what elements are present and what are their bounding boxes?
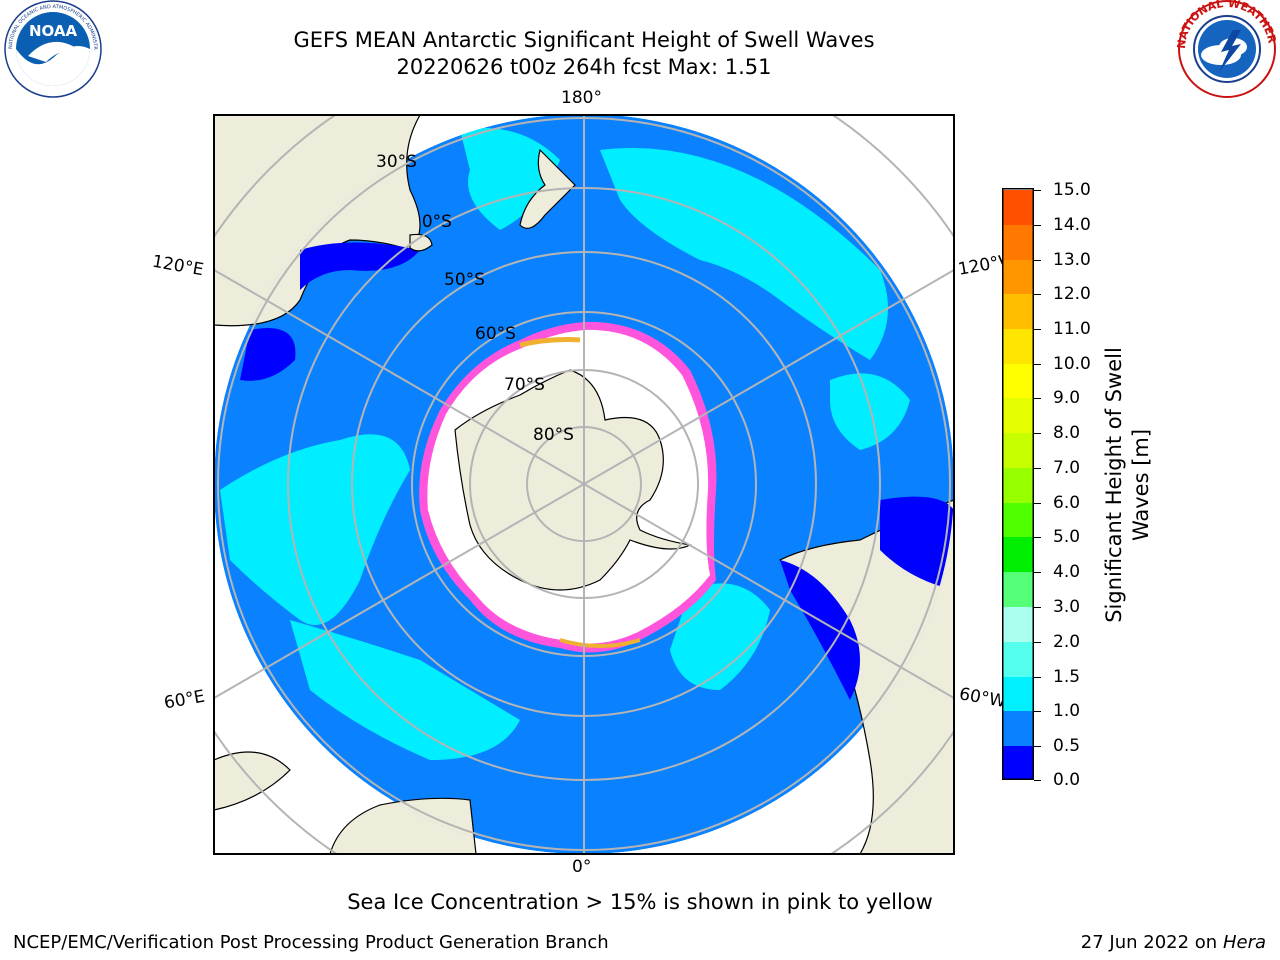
colorbar-tick [1034, 364, 1041, 365]
footer-credit: NCEP/EMC/Verification Post Processing Pr… [13, 932, 609, 953]
footer-host: Hera [1222, 932, 1266, 953]
colorbar-tick [1034, 746, 1041, 747]
colorbar-tick-label: 7.0 [1053, 458, 1081, 478]
graticule [214, 115, 954, 854]
colorbar-band [1002, 260, 1034, 295]
colorbar-tick [1034, 677, 1041, 678]
nws-logo: NATIONAL WEATHER SERVICE [1175, 0, 1279, 98]
colorbar-tick-label: 6.0 [1053, 493, 1081, 513]
colorbar-band [1002, 364, 1034, 399]
colorbar-title: Significant Height of Swell Waves [m] [1101, 347, 1155, 623]
sea-ice-note: Sea Ice Concentration > 15% is shown in … [347, 890, 933, 914]
low-swell-region [780, 560, 860, 700]
colorbar-band [1002, 433, 1034, 469]
swell-patch [830, 373, 910, 450]
colorbar-band [1002, 537, 1034, 573]
map-frame [213, 114, 955, 855]
ice-yellow-fringe [559, 638, 641, 648]
colorbar-tick [1034, 225, 1041, 226]
colorbar-frame [1002, 188, 1034, 780]
lat-label-70s: 70°S [504, 375, 545, 395]
colorbar-tick-label: 11.0 [1053, 319, 1091, 339]
colorbar-tick [1034, 607, 1041, 608]
colorbar-tick [1034, 260, 1041, 261]
lon-label-bottom: 0° [572, 857, 592, 877]
map-subtitle: 20220626 t00z 264h fcst Max: 1.51 [396, 55, 772, 79]
footer-date: 27 Jun 2022 on Hera [1081, 932, 1266, 953]
lat-label-40s: 40°S [411, 212, 452, 232]
map-title: GEFS MEAN Antarctic Significant Height o… [293, 28, 875, 52]
colorbar-band [1002, 677, 1034, 712]
colorbar-tick-label: 1.0 [1053, 701, 1081, 721]
colorbar-tick-label: 8.0 [1053, 423, 1081, 443]
lon-label-top: 180° [561, 88, 602, 108]
colorbar-tick-label: 0.0 [1053, 770, 1081, 790]
colorbar-tick-label: 9.0 [1053, 388, 1081, 408]
colorbar-tick [1034, 329, 1041, 330]
swell-patch [670, 583, 770, 690]
colorbar-band [1002, 607, 1034, 643]
noaa-logo: NOAA NATIONAL OCEANIC AND ATMOSPHERIC AD… [2, 0, 102, 98]
colorbar-band [1002, 642, 1034, 678]
low-swell-region [300, 242, 420, 290]
lat-label-60s: 60°S [475, 324, 516, 344]
colorbar-tick-label: 13.0 [1053, 250, 1091, 270]
colorbar-band [1002, 294, 1034, 330]
colorbar-tick [1034, 398, 1041, 399]
new-zealand [519, 148, 576, 229]
colorbar-tick-label: 15.0 [1053, 180, 1091, 200]
colorbar-band [1002, 329, 1034, 365]
colorbar-tick [1034, 780, 1041, 781]
colorbar [1002, 188, 1034, 780]
colorbar-tick [1034, 294, 1041, 295]
colorbar-tick [1034, 572, 1041, 573]
colorbar-tick-label: 0.5 [1053, 736, 1081, 756]
colorbar-tick-label: 10.0 [1053, 354, 1091, 374]
colorbar-title-line1: Significant Height of Swell [1102, 347, 1126, 623]
colorbar-band [1002, 225, 1034, 261]
footer-date-text: 27 Jun 2022 on [1080, 932, 1218, 953]
low-swell-region [880, 496, 954, 590]
colorbar-band [1002, 503, 1034, 538]
lat-label-50s: 50°S [444, 270, 485, 290]
tasmania [409, 233, 433, 252]
colorbar-tick-label: 1.5 [1053, 667, 1081, 687]
colorbar-tick-label: 12.0 [1053, 284, 1091, 304]
colorbar-tick [1034, 433, 1041, 434]
colorbar-tick [1034, 503, 1041, 504]
colorbar-tick-label: 14.0 [1053, 215, 1091, 235]
swell-patch [290, 620, 520, 760]
colorbar-tick [1034, 537, 1041, 538]
colorbar-band [1002, 746, 1034, 780]
colorbar-tick-label: 4.0 [1053, 562, 1081, 582]
colorbar-band [1002, 572, 1034, 608]
colorbar-title-line2: Waves [m] [1129, 428, 1153, 542]
colorbar-tick-label: 2.0 [1053, 632, 1081, 652]
colorbar-band [1002, 711, 1034, 747]
colorbar-band [1002, 468, 1034, 504]
colorbar-band [1002, 190, 1034, 226]
colorbar-tick [1034, 711, 1041, 712]
colorbar-tick-label: 5.0 [1053, 527, 1081, 547]
lat-label-30s: 30°S [376, 152, 417, 172]
colorbar-tick [1034, 642, 1041, 643]
lat-label-80s: 80°S [533, 425, 574, 445]
colorbar-tick [1034, 190, 1041, 191]
low-swell-region [240, 328, 296, 381]
svg-text:NOAA: NOAA [29, 22, 78, 40]
swell-patch [220, 434, 410, 625]
colorbar-band [1002, 398, 1034, 434]
colorbar-tick [1034, 468, 1041, 469]
colorbar-tick-label: 3.0 [1053, 597, 1081, 617]
ice-yellow-fringe [519, 337, 581, 348]
meridian [214, 269, 954, 699]
